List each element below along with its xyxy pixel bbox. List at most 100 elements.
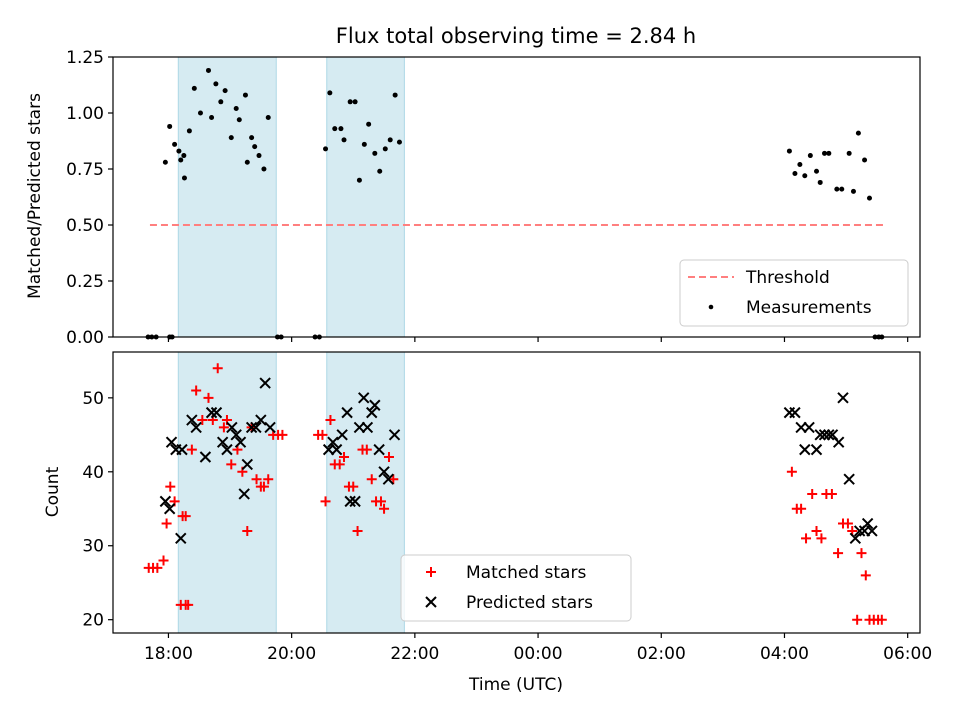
bottom-matched-point-5	[165, 481, 176, 492]
bottom-predicted-point-13	[226, 421, 238, 434]
bottom-x-tick-label-0: 18:00	[144, 644, 193, 664]
bottom-matched-point-31	[277, 429, 288, 440]
bottom-predicted-point-42	[799, 443, 811, 456]
bottom-predicted-point-52	[849, 532, 862, 545]
top-measurement-point-13	[191, 85, 197, 91]
top-measurement-point-15	[205, 67, 211, 73]
legend-measurements-label: Measurements	[746, 298, 872, 318]
top-y-tick-label-2: 0.50	[66, 216, 104, 236]
bottom-matched-point-4	[161, 518, 172, 529]
bottom-predicted-point-37	[382, 473, 395, 485]
bottom-predicted-point-36	[378, 466, 390, 478]
bottom-predicted-point-0	[159, 495, 172, 508]
top-measurement-point-38	[341, 137, 347, 143]
top-measurement-point-37	[338, 126, 344, 132]
bottom-matched-point-50	[786, 466, 797, 477]
top-y-tick-label-1: 0.25	[66, 272, 104, 292]
bottom-predicted-point-55	[861, 517, 874, 530]
top-measurement-point-18	[218, 99, 224, 105]
top-measurement-point-48	[392, 92, 398, 98]
bottom-predicted-point-5	[176, 443, 188, 456]
bottom-predicted-point-16	[238, 488, 250, 500]
top-measurement-point-10	[178, 157, 184, 163]
bottom-predicted-point-25	[330, 443, 343, 456]
bottom-x-tick-label-2: 22:00	[390, 644, 439, 664]
top-measurement-point-6	[167, 123, 173, 129]
top-y-axis-label: Matched/Predicted stars	[25, 93, 45, 299]
top-measurement-point-47	[387, 137, 393, 143]
top-measurement-point-9	[181, 175, 187, 181]
bottom-predicted-point-38	[388, 429, 401, 441]
top-measurement-point-12	[186, 128, 192, 134]
bottom-matched-point-43	[361, 444, 372, 455]
bottom-matched-point-25	[251, 474, 262, 485]
bottom-x-tick-label-4: 02:00	[637, 644, 686, 664]
bottom-predicted-point-7	[190, 421, 202, 434]
bottom-legend: Matched stars Predicted stars	[400, 554, 632, 622]
top-measurement-point-43	[366, 121, 372, 127]
top-measurement-point-51	[792, 170, 798, 176]
bottom-matched-point-13	[191, 385, 202, 396]
top-measurement-point-42	[361, 141, 367, 147]
bottom-matched-point-55	[811, 525, 822, 536]
top-measurement-point-25	[249, 135, 255, 141]
top-y-tick-label-3: 0.75	[66, 160, 104, 180]
bottom-matched-point-64	[856, 548, 867, 559]
bottom-matched-point-17	[212, 363, 223, 374]
bottom-matched-point-41	[352, 525, 363, 536]
bottom-predicted-point-8	[199, 451, 212, 463]
top-measurement-point-53	[802, 173, 808, 179]
top-measurement-point-64	[862, 157, 868, 163]
bottom-x-tick-label-1: 20:00	[267, 644, 316, 664]
top-measurement-point-14	[197, 110, 203, 116]
bottom-predicted-point-45	[814, 429, 826, 441]
top-measurement-point-39	[347, 99, 353, 105]
top-measurement-point-40	[352, 99, 358, 105]
bottom-matched-point-23	[242, 525, 253, 536]
bottom-matched-point-20	[226, 459, 237, 470]
bottom-matched-point-3	[158, 555, 169, 566]
top-measurement-point-58	[826, 150, 832, 156]
top-measurement-point-29	[265, 114, 271, 120]
top-measurement-point-62	[850, 188, 856, 194]
bottom-matched-point-9	[183, 599, 194, 610]
bottom-predicted-point-10	[210, 406, 223, 419]
bottom-matched-point-54	[807, 488, 818, 499]
legend-matched-swatch	[426, 567, 436, 577]
top-measurement-point-23	[242, 92, 248, 98]
top-measurement-point-21	[233, 106, 239, 112]
bottom-matched-point-18	[218, 422, 229, 433]
top-measurement-point-28	[261, 166, 267, 172]
bottom-axes-frame	[112, 351, 921, 634]
bottom-matched-point-59	[833, 548, 844, 559]
top-measurement-point-16	[209, 114, 215, 120]
bottom-matched-point-33	[317, 429, 328, 440]
bottom-predicted-point-32	[361, 421, 374, 434]
x-axis-label: Time (UTC)	[468, 675, 563, 695]
top-measurement-point-8	[176, 148, 182, 154]
bottom-matched-point-34	[320, 496, 331, 507]
bottom-matched-point-69	[876, 614, 887, 625]
top-measurement-point-35	[327, 90, 333, 96]
bottom-predicted-point-51	[843, 473, 855, 485]
bottom-x-tick-label-5: 04:00	[760, 644, 809, 664]
top-y-tick-label-5: 1.25	[66, 48, 104, 68]
bottom-predicted-point-43	[803, 421, 815, 434]
bottom-predicted-point-17	[241, 458, 254, 471]
top-measurement-point-20	[228, 135, 234, 141]
bottom-matched-point-46	[375, 496, 386, 507]
top-shaded-interval-0	[177, 56, 277, 338]
bottom-matched-point-35	[325, 415, 336, 426]
bottom-predicted-point-19	[250, 421, 262, 434]
top-measurement-point-57	[822, 150, 828, 156]
bottom-legend-box	[400, 554, 632, 622]
top-measurement-point-34	[323, 146, 329, 152]
bottom-predicted-point-18	[245, 421, 258, 434]
top-panel: 0.00 0.25 0.50 0.75 1.00 1.25	[66, 48, 921, 348]
bottom-x-tick-label-6: 06:00	[883, 644, 932, 664]
bottom-predicted-point-2	[165, 436, 178, 448]
bottom-y-tick-label-1: 30	[82, 537, 104, 557]
top-measurement-point-45	[377, 168, 383, 174]
top-measurement-point-61	[846, 150, 852, 156]
